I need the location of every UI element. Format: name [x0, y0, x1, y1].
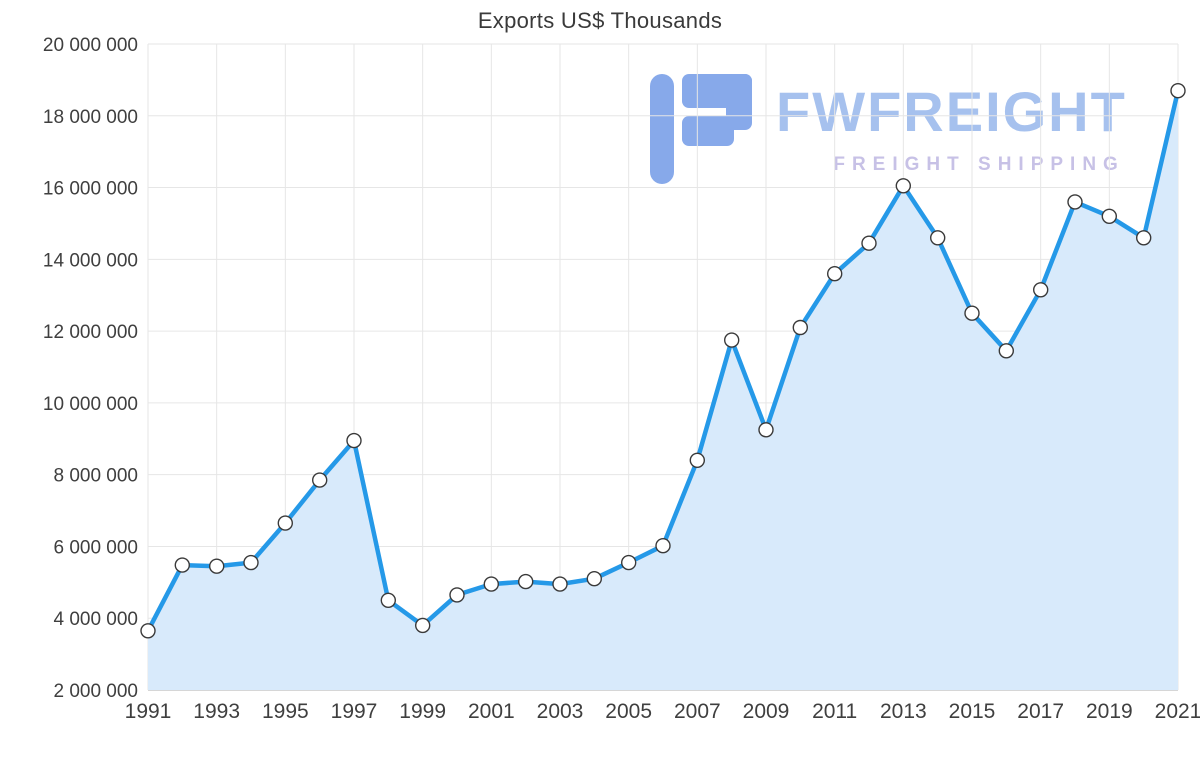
data-point-2000	[449, 587, 465, 603]
data-point-1991	[140, 623, 156, 639]
watermark-tagline-text: FREIGHT SHIPPING	[833, 154, 1125, 175]
data-point-1996	[312, 472, 328, 488]
data-point-1997	[346, 432, 362, 449]
x-axis-tick-label: 2011	[812, 700, 857, 723]
x-axis-tick-label: 1991	[125, 700, 172, 723]
y-axis-tick-label: 4 000 000	[53, 609, 138, 630]
watermark-brand-text: FWFREIGHT	[776, 80, 1127, 143]
x-axis-tick-label: 2007	[674, 700, 721, 723]
y-axis-tick-label: 20 000 000	[43, 35, 138, 56]
data-point-1998	[380, 592, 396, 608]
y-axis-tick-label: 12 000 000	[43, 322, 138, 343]
data-point-2016	[998, 343, 1014, 359]
x-axis-tick-label: 2013	[880, 700, 927, 723]
y-axis-tick-label: 10 000 000	[43, 394, 138, 415]
x-axis-tick-label: 1995	[262, 700, 309, 723]
x-axis-tick-label: 2005	[605, 700, 652, 723]
data-point-2003	[552, 576, 568, 592]
x-axis-tick-label: 2001	[468, 700, 515, 723]
x-axis-tick-label: 2017	[1017, 700, 1064, 723]
data-point-1992	[174, 557, 191, 573]
series-area-fill	[148, 90, 1178, 690]
y-axis-tick-label: 8 000 000	[53, 466, 138, 487]
data-point-2007	[689, 452, 705, 468]
data-point-1993	[208, 558, 225, 574]
data-point-2020	[1135, 230, 1152, 246]
data-point-2019	[1101, 208, 1118, 225]
x-axis-tick-label: 2009	[743, 700, 790, 723]
watermark-texts: FWFREIGHT FREIGHT SHIPPING	[776, 66, 1127, 176]
data-point-2005	[621, 554, 637, 571]
data-point-2017	[1032, 282, 1049, 298]
data-point-2010	[792, 319, 808, 336]
x-axis-tick-label: 1997	[331, 700, 378, 723]
fwfreight-watermark: FWFREIGHT FREIGHT SHIPPING	[648, 66, 1127, 190]
data-point-2006	[655, 538, 671, 554]
data-point-2008	[724, 332, 740, 348]
data-point-2009	[758, 422, 774, 438]
data-point-2011	[827, 266, 843, 282]
y-axis-tick-label: 16 000 000	[43, 179, 138, 200]
y-axis-tick-label: 18 000 000	[43, 107, 138, 128]
data-point-2001	[483, 576, 499, 592]
y-axis-tick-label: 2 000 000	[53, 681, 138, 702]
y-axis-tick-label: 14 000 000	[43, 250, 138, 271]
data-point-2021	[1170, 82, 1186, 99]
data-point-2002	[518, 573, 534, 590]
data-point-1994	[243, 554, 259, 571]
x-axis-tick-label: 2019	[1086, 700, 1133, 723]
chart-title: Exports US$ Thousands	[477, 8, 723, 33]
x-axis-tick-label: 1993	[193, 700, 240, 723]
x-axis-tick-label: 1999	[399, 700, 446, 723]
data-point-1995	[277, 515, 293, 531]
data-point-2013	[895, 178, 911, 194]
x-axis-tick-label: 2021	[1155, 700, 1200, 723]
data-point-1999	[415, 617, 431, 634]
x-axis-tick-label: 2015	[949, 700, 996, 723]
data-point-2018	[1067, 194, 1083, 210]
data-point-2004	[586, 571, 602, 587]
y-axis-tick-label: 6 000 000	[53, 537, 138, 558]
data-point-2015	[964, 305, 980, 321]
data-point-2012	[861, 235, 877, 251]
x-axis-tick-label: 2003	[537, 700, 584, 723]
data-point-2014	[930, 230, 946, 246]
